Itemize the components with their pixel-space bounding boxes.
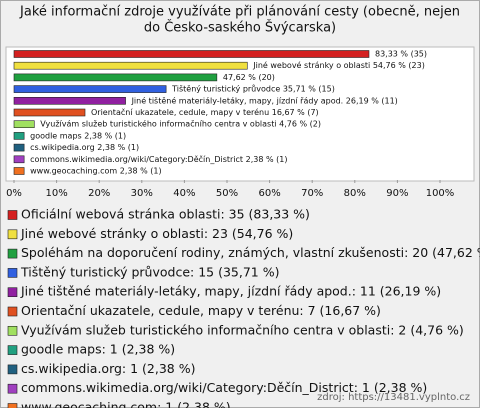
legend-label: cs.wikipedia.org: 1 (2,38 %)	[21, 361, 195, 376]
legend-swatch	[7, 287, 18, 298]
data-label: Jiné tištěné materiály-letáky, mapy, jíz…	[131, 95, 398, 105]
bar	[13, 85, 167, 93]
legend-swatch	[7, 268, 18, 278]
legend-label: Jiné tištěné materiály-letáky, mapy, jíz…	[20, 284, 441, 299]
bar	[13, 155, 25, 164]
legend-label: Oficiální webová stránka oblasti: 35 (83…	[21, 207, 310, 222]
source: zdroj: https://13481.vyplnto.cz	[317, 392, 470, 403]
x-tick-label: 30%	[131, 188, 153, 199]
data-label: Orientační ukazatele, cedule, mapy v ter…	[91, 107, 319, 117]
legend-label: Spoléhám na doporučení rodiny, známých, …	[21, 245, 480, 260]
data-label: commons.wikimedia.org/wiki/Category:Děčí…	[30, 154, 287, 164]
bar	[13, 143, 25, 152]
bar	[13, 97, 126, 105]
bar	[13, 108, 86, 117]
x-tick-label: 70%	[301, 188, 323, 199]
legend-swatch	[7, 248, 18, 259]
legend-swatch	[7, 306, 18, 317]
legend-label: www.geocaching.com: 1 (2,38 %)	[21, 400, 231, 408]
legend-swatch	[7, 345, 18, 355]
x-tick-label: 90%	[386, 188, 408, 199]
bar	[13, 167, 25, 175]
legend-label: commons.wikimedia.org/wiki/Category:Děčí…	[21, 380, 427, 395]
data-label: Využívám služeb turistického informačníh…	[40, 119, 321, 129]
legend-swatch	[7, 325, 18, 336]
chart-title: do Česko-saského Švýcarska)	[144, 20, 336, 36]
x-tick-label: 80%	[344, 188, 366, 199]
legend-label: Tištěný turistický průvodce: 15 (35,71 %…	[20, 264, 279, 279]
x-tick-label: 50%	[216, 188, 238, 199]
data-label: 47,62 % (20)	[223, 73, 275, 82]
data-label: cs.wikipedia.org 2,38 % (1)	[30, 143, 139, 152]
legend-label: Využívám služeb turistického informačníh…	[21, 322, 464, 337]
x-tick-label: 60%	[258, 188, 280, 199]
x-tick-label: 0%	[6, 188, 22, 199]
data-label: Jiné webové stránky o oblasti 54,76 % (2…	[252, 60, 425, 70]
data-label: Tištěný turistický průvodce 35,71 % (15)	[171, 84, 335, 94]
chart-title: Jaké informační zdroje využíváte při plá…	[19, 5, 460, 20]
x-tick-label: 10%	[45, 188, 67, 199]
bar	[13, 132, 25, 140]
bar	[13, 120, 35, 128]
legend-swatch	[7, 210, 18, 220]
legend-label: goodle maps: 1 (2,38 %)	[21, 342, 175, 357]
legend-swatch	[7, 383, 18, 394]
legend-label: Orientační ukazatele, cedule, mapy v ter…	[21, 303, 381, 318]
x-tick-label: 40%	[173, 188, 195, 199]
data-label: 83,33 % (35)	[375, 50, 427, 59]
legend-swatch	[7, 229, 18, 240]
legend-swatch	[7, 364, 18, 375]
data-label: goodle maps 2,38 % (1)	[30, 131, 126, 140]
x-tick-label: 100%	[426, 188, 455, 199]
bar	[13, 61, 248, 70]
legend-swatch	[7, 403, 18, 408]
x-tick-label: 20%	[88, 188, 110, 199]
legend-label: Jiné webové stránky o oblasti: 23 (54,76…	[20, 226, 293, 241]
bar	[13, 50, 370, 58]
data-label: www.geocaching.com 2,38 % (1)	[30, 167, 161, 176]
bar	[13, 73, 218, 82]
